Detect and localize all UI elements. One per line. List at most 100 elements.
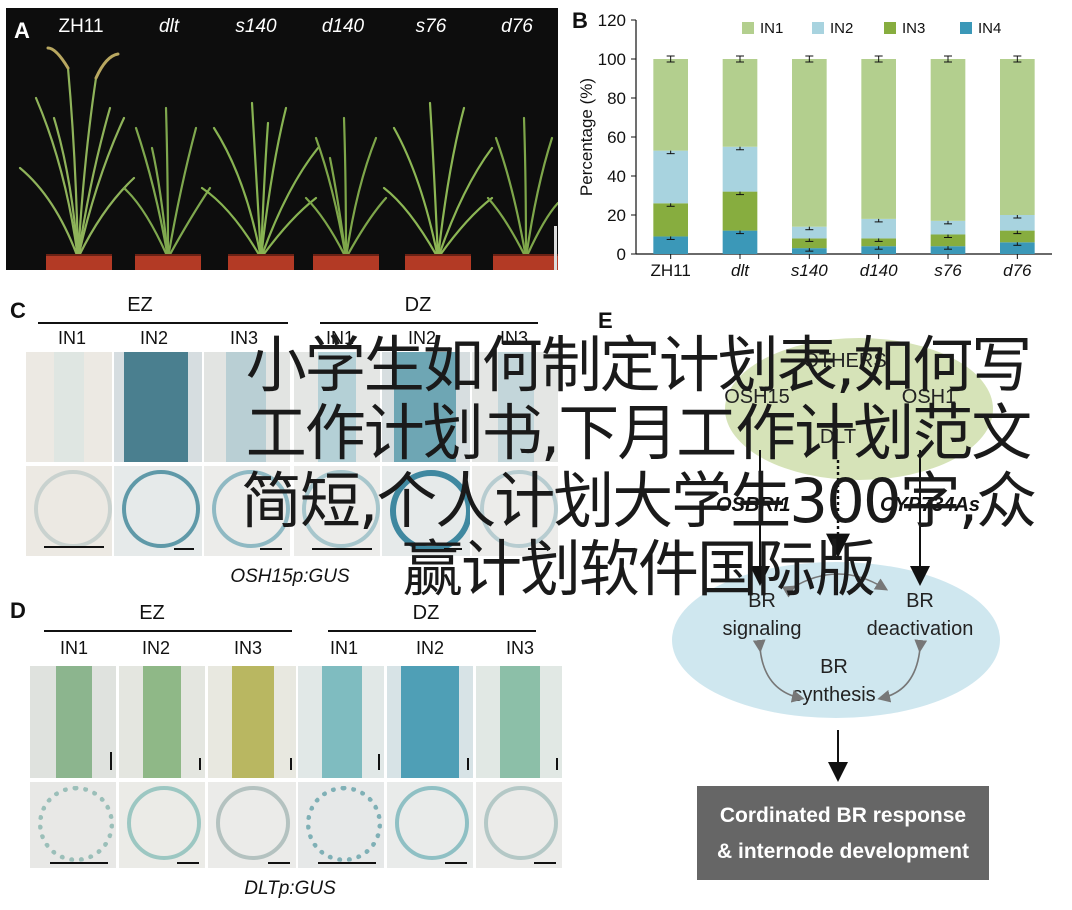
micrograph-longitudinal: [294, 352, 380, 462]
legend-swatch-in3: [884, 22, 896, 34]
internode-label: IN3: [499, 328, 528, 348]
scale-bar: [554, 226, 557, 270]
y-tick-label: 100: [598, 50, 626, 69]
plant-label-dlt: dlt: [158, 16, 180, 37]
panel-label-e: E: [598, 308, 613, 333]
legend-label-in1: IN1: [760, 20, 783, 37]
plant-label-zh11: ZH11: [58, 16, 104, 37]
x-tick-label: dlt: [731, 261, 750, 280]
micrograph-longitudinal: [476, 666, 562, 778]
internode-label: IN1: [329, 638, 358, 658]
internode-label: IN2: [141, 638, 170, 658]
panel-d-caption: DLTp:GUS: [244, 878, 336, 899]
regulator-ellipse: [725, 338, 993, 480]
internode-label: IN1: [59, 638, 88, 658]
micrograph-cross-section: [472, 466, 558, 556]
bar-segment-in4: [930, 246, 966, 254]
bar-segment-in4: [653, 236, 688, 254]
micrograph-cross-section: [204, 466, 290, 556]
micrograph-longitudinal: [204, 352, 290, 462]
node-osh15: OSH15: [724, 386, 790, 408]
internode-label: IN3: [233, 638, 262, 658]
micrograph-cross-section: [208, 782, 296, 868]
y-tick-label: 120: [598, 11, 626, 30]
bar-segment-in1: [792, 59, 827, 227]
micrograph-longitudinal: [387, 666, 473, 778]
group-divider: [38, 322, 288, 324]
bar-segment-in1: [861, 59, 896, 219]
bar-segment-in4: [861, 246, 896, 254]
node-cyp734as: CYP734As: [880, 494, 981, 516]
plant-label-s140: s140: [235, 16, 277, 37]
node-others: OTHERS: [803, 350, 887, 372]
micrograph-cross-section: [119, 782, 205, 868]
panel-label-a: A: [14, 18, 30, 43]
pot: [46, 254, 112, 270]
panel-label-d: D: [10, 598, 26, 623]
plant-label-s76: s76: [415, 16, 447, 37]
bar-segment-in2: [792, 226, 827, 239]
legend-label-in4: IN4: [978, 20, 1001, 37]
micrograph-cross-section: [298, 782, 384, 868]
micrograph-longitudinal: [114, 352, 202, 462]
legend-label-in2: IN2: [830, 20, 853, 37]
bar-segment-in2: [653, 150, 688, 204]
internode-label: IN3: [229, 328, 258, 348]
pot: [493, 254, 558, 270]
br-synthesis-line2: synthesis: [792, 684, 876, 706]
node-dlt: DLT: [819, 426, 857, 448]
pot: [405, 254, 471, 270]
y-tick-label: 60: [607, 128, 626, 147]
micrograph-longitudinal: [119, 666, 205, 778]
micrograph-cross-section: [30, 782, 116, 868]
br-deactivation-line1: BR: [906, 590, 934, 612]
internode-label: IN3: [505, 638, 534, 658]
y-axis-label: Percentage (%): [577, 78, 596, 196]
x-tick-label: s140: [791, 261, 828, 280]
micrograph-longitudinal: [298, 666, 384, 778]
group-label-ez: EZ: [127, 294, 153, 316]
br-signaling-line2: signaling: [722, 618, 802, 640]
x-tick-label: s76: [934, 261, 962, 280]
x-tick-label: d140: [860, 261, 898, 280]
micrograph-longitudinal: [30, 666, 116, 778]
group-label-dz: DZ: [412, 602, 440, 624]
x-tick-label: d76: [1003, 261, 1032, 280]
bar-segment-in1: [653, 59, 688, 151]
node-osh1: OSH1: [901, 386, 957, 408]
group-label-dz: DZ: [404, 294, 432, 316]
micrograph-cross-section: [387, 782, 473, 868]
br-synthesis-line1: BR: [820, 656, 848, 678]
micrograph-longitudinal: [208, 666, 296, 778]
bar-segment-in2: [861, 218, 896, 239]
bar-segment-in1: [930, 59, 966, 221]
y-tick-label: 80: [607, 89, 626, 108]
pot: [228, 254, 294, 270]
micrograph-cross-section: [26, 466, 112, 556]
bar-segment-in3: [653, 203, 688, 237]
x-tick-label: ZH11: [651, 261, 691, 280]
outcome-line1: Cordinated BR response: [719, 804, 967, 827]
bar-segment-in3: [792, 238, 827, 249]
overlay-title: 小学生如何制定计划表,如何写工作计划书,下月工作计划范文简短,个人计划大学生30…: [240, 330, 1037, 605]
br-deactivation-line2: deactivation: [866, 618, 974, 640]
bar-segment-in2: [1000, 215, 1035, 231]
bar-segment-in3: [722, 191, 758, 231]
micrograph-cross-section: [476, 782, 562, 868]
internode-label: IN2: [407, 328, 436, 348]
panel-a-photo: ZH11 dlt s140 d140 s76 d76: [6, 8, 558, 270]
y-tick-label: 0: [617, 245, 626, 264]
bar-segment-in3: [930, 234, 966, 247]
micrograph-longitudinal: [26, 352, 112, 462]
micrograph-cross-section: [114, 466, 202, 556]
bar-segment-in2: [722, 146, 758, 192]
rice-plants-illustration: [18, 46, 558, 260]
legend-swatch-in4: [960, 22, 972, 34]
group-divider: [320, 322, 538, 324]
bar-segment-in2: [930, 220, 966, 235]
bar-segment-in1: [1000, 59, 1035, 215]
micrograph-cross-section: [294, 466, 380, 556]
br-signaling-line1: BR: [748, 590, 776, 612]
group-divider: [328, 630, 536, 632]
panel-c-caption: OSH15p:GUS: [230, 566, 350, 587]
